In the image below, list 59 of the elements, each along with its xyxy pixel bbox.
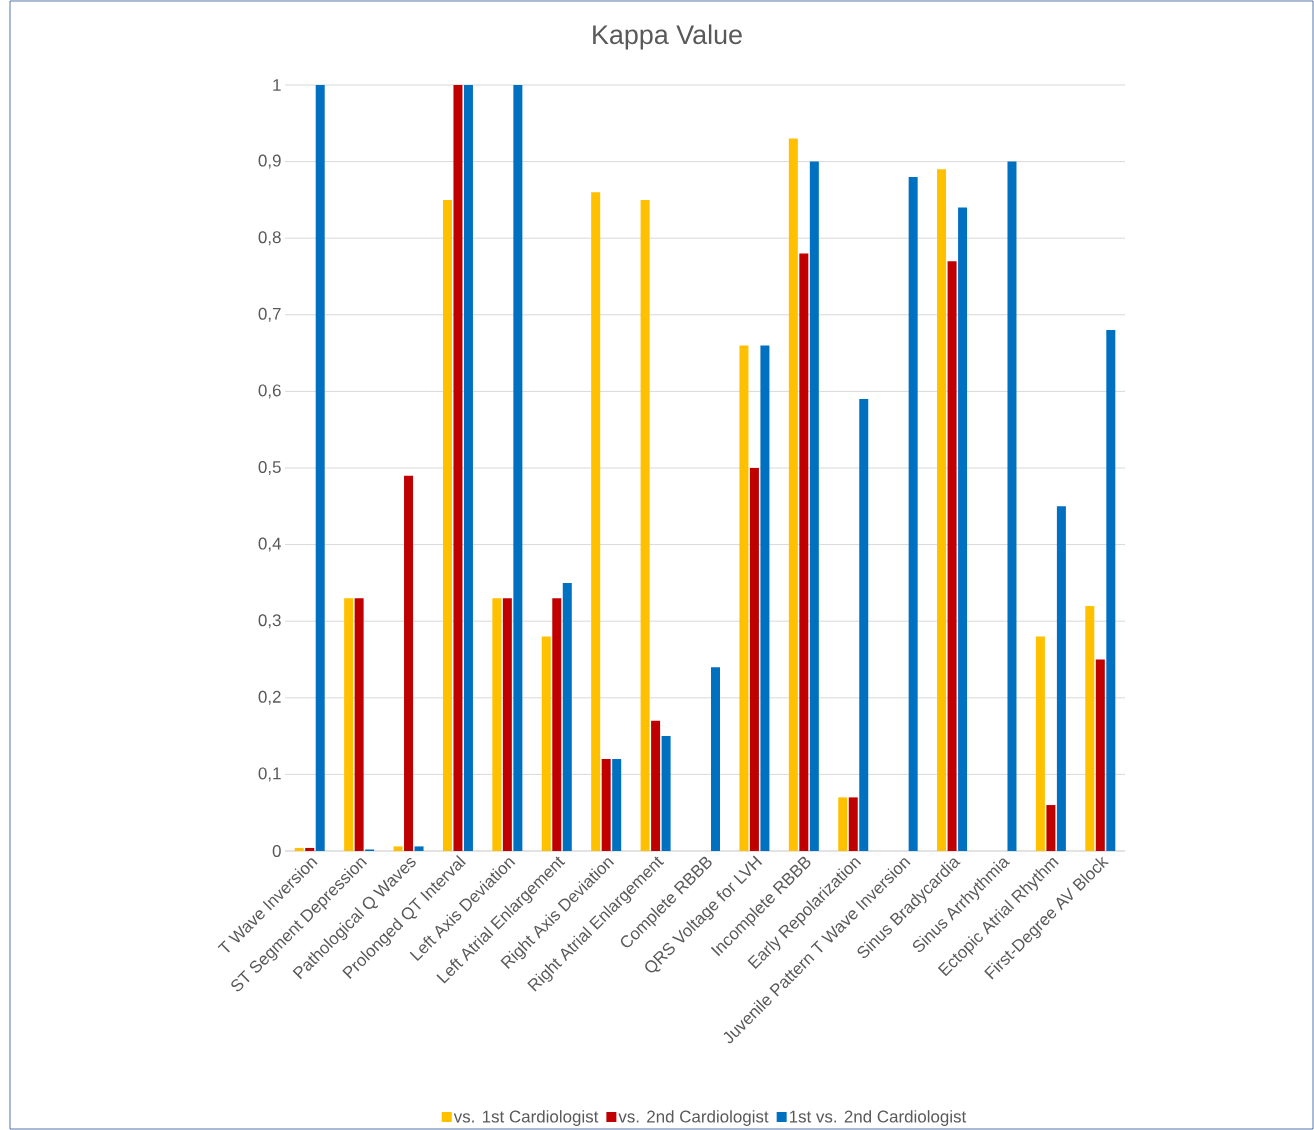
- bar: [1095, 659, 1105, 851]
- bar: [651, 720, 661, 851]
- y-tick-label: 0,7: [258, 307, 281, 322]
- y-tick-label: 0,6: [258, 384, 281, 399]
- bar: [788, 138, 798, 851]
- bar: [1046, 805, 1056, 851]
- y-tick-label: 1: [273, 79, 281, 91]
- bar: [305, 847, 315, 851]
- bar: [393, 846, 403, 851]
- bar: [492, 598, 502, 851]
- bar: [591, 192, 601, 851]
- bar: [612, 759, 622, 851]
- bar: [1035, 636, 1045, 851]
- bar: [838, 797, 848, 851]
- bar: [947, 261, 957, 851]
- bar: [1056, 506, 1066, 851]
- bar: [404, 475, 414, 851]
- bar: [601, 759, 611, 851]
- bar: [502, 598, 512, 851]
- bar: [711, 667, 721, 851]
- bar: [739, 345, 749, 851]
- bar: [661, 736, 671, 851]
- bar: [463, 84, 473, 851]
- y-tick-label: 0,2: [258, 690, 281, 705]
- bar: [1106, 330, 1116, 851]
- bar: [294, 847, 304, 851]
- bar: [1085, 605, 1095, 851]
- bar: [848, 797, 858, 851]
- bar: [344, 598, 354, 851]
- bar: [414, 846, 424, 851]
- y-tick-label: 0: [272, 845, 281, 857]
- bar: [809, 161, 819, 851]
- y-tick-label: 0,8: [258, 231, 281, 246]
- y-tick-label: 0,9: [258, 154, 281, 169]
- bar: [562, 582, 572, 851]
- y-tick-label: 0,3: [258, 614, 281, 629]
- legend-label: vs. 2nd Cardiologist: [618, 1110, 769, 1126]
- bar: [799, 253, 809, 851]
- chart-title: Kappa Value: [593, 24, 742, 50]
- bar: [1007, 161, 1017, 851]
- bar: [552, 598, 562, 851]
- legend-label: 1st vs. 2nd Cardiologist: [789, 1110, 967, 1126]
- legend-label: vs. 1st Cardiologist: [453, 1110, 599, 1126]
- bar: [749, 468, 759, 851]
- bar: [453, 84, 463, 851]
- bar: [640, 199, 650, 851]
- bar: [354, 598, 364, 851]
- y-tick-label: 0,4: [258, 537, 281, 552]
- bar: [908, 176, 918, 851]
- bar: [958, 207, 968, 851]
- bar: [541, 636, 551, 851]
- bar: [937, 169, 947, 851]
- bar: [315, 84, 325, 851]
- y-tick-label: 0,1: [258, 767, 281, 782]
- bar: [760, 345, 770, 851]
- bar: [859, 399, 869, 851]
- y-tick-label: 0,5: [258, 461, 281, 475]
- bar: [442, 199, 452, 851]
- bar: [513, 84, 523, 851]
